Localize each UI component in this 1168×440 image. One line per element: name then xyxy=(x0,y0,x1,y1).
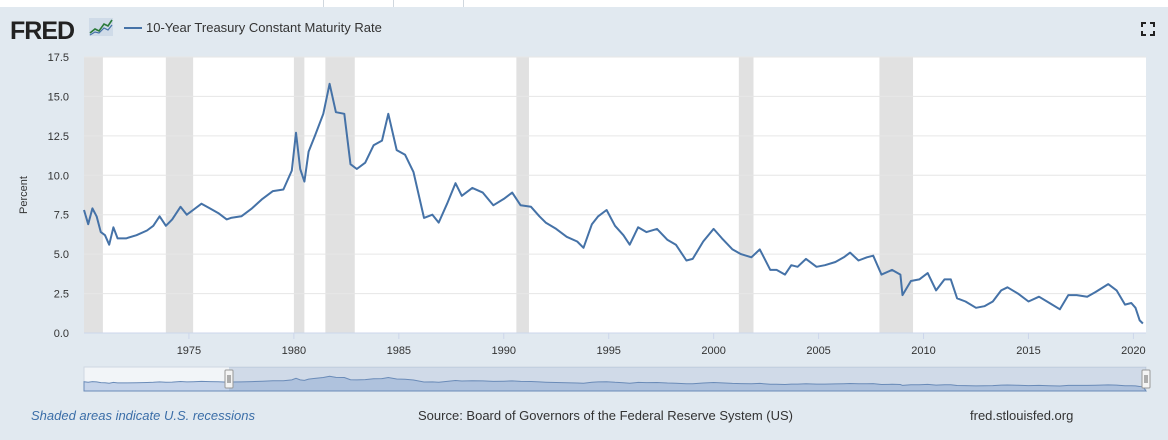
navigator-left-handle[interactable] xyxy=(224,369,234,389)
recession-band xyxy=(516,57,529,333)
y-tick-label: 0.0 xyxy=(54,328,69,340)
tab-divider xyxy=(323,0,324,7)
recession-band xyxy=(879,57,914,333)
navigator[interactable] xyxy=(83,366,1151,392)
legend-label: 10-Year Treasury Constant Maturity Rate xyxy=(146,20,382,35)
recession-band xyxy=(325,57,355,333)
tab-divider xyxy=(393,0,394,7)
chart-header: FRED 10-Year Treasury Constant Maturity … xyxy=(0,7,1168,49)
recession-band xyxy=(84,57,103,333)
site-link[interactable]: fred.stlouisfed.org xyxy=(970,408,1074,423)
y-axis-label: Percent xyxy=(18,176,30,214)
recession-shading xyxy=(84,57,914,333)
source-note: Source: Board of Governors of the Federa… xyxy=(418,408,793,423)
navigator-right-handle[interactable] xyxy=(1141,369,1151,389)
top-tab-strip xyxy=(0,0,1168,7)
x-tick-label: 2005 xyxy=(806,345,830,357)
x-tick-label: 1985 xyxy=(387,345,411,357)
fred-graph-icon xyxy=(89,18,113,36)
y-tick-label: 2.5 xyxy=(54,289,69,301)
series-line-10y-treasury xyxy=(83,82,1144,325)
navigator-selection[interactable] xyxy=(229,367,1146,391)
fred-logo[interactable]: FRED xyxy=(10,17,75,45)
navigator-series xyxy=(83,375,1147,392)
recession-band xyxy=(738,57,754,333)
y-axis: 0.0 2.5 5.0 7.5 10.0 12.5 15.0 17.5 xyxy=(48,52,69,340)
tab-divider xyxy=(463,0,464,7)
x-tick-label: 2020 xyxy=(1121,345,1145,357)
y-tick-label: 15.0 xyxy=(48,91,69,103)
fullscreen-icon[interactable] xyxy=(1141,22,1155,36)
x-axis: 1975 1980 1985 1990 1995 2000 2005 2010 2015 2020 xyxy=(177,333,1146,357)
x-tick-label: 1995 xyxy=(596,345,620,357)
y-tick-label: 5.0 xyxy=(54,249,69,261)
y-tick-label: 12.5 xyxy=(48,131,69,143)
recession-band xyxy=(165,57,194,333)
x-tick-label: 2000 xyxy=(701,345,725,357)
grid-lines xyxy=(84,56,1146,334)
recession-note[interactable]: Shaded areas indicate U.S. recessions xyxy=(31,408,256,423)
y-tick-label: 17.5 xyxy=(48,52,69,64)
x-tick-label: 1975 xyxy=(177,345,201,357)
legend-swatch xyxy=(124,27,142,29)
x-tick-label: 1980 xyxy=(282,345,306,357)
x-tick-label: 1990 xyxy=(492,345,516,357)
recession-band xyxy=(293,57,305,333)
y-tick-label: 10.0 xyxy=(48,170,69,182)
y-tick-label: 7.5 xyxy=(54,210,69,222)
x-tick-label: 2010 xyxy=(911,345,935,357)
plot-area xyxy=(84,57,1146,333)
x-tick-label: 2015 xyxy=(1016,345,1040,357)
